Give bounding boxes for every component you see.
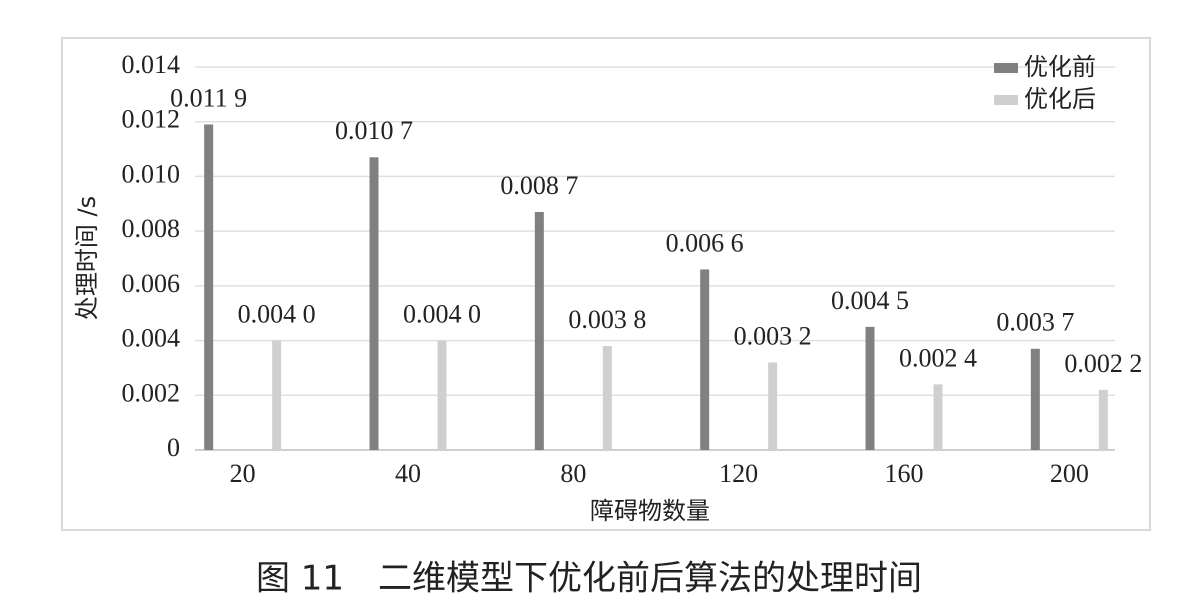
chart-title: 图 11 二维模型下优化前后算法的处理时间 [256, 559, 922, 599]
y-tick-label: 0.012 [122, 105, 181, 134]
x-axis-label: 障碍物数量 [590, 497, 710, 525]
data-label: 0.008 7 [500, 171, 578, 200]
bar [768, 362, 778, 450]
bar [369, 157, 379, 450]
bar [865, 326, 875, 450]
legend-swatch [994, 95, 1018, 105]
data-label: 0.004 0 [403, 300, 481, 329]
y-tick-label: 0.002 [122, 378, 181, 407]
bar [602, 346, 612, 450]
y-tick-label: 0.010 [122, 159, 181, 188]
x-tick-label: 120 [719, 459, 758, 488]
bar [272, 340, 282, 450]
y-tick-label: 0.004 [122, 324, 181, 353]
data-label: 0.006 6 [666, 228, 744, 257]
x-tick-label: 40 [395, 459, 421, 488]
data-label: 0.003 8 [568, 305, 646, 334]
data-label: 0.004 0 [238, 300, 316, 329]
data-label: 0.011 9 [170, 83, 247, 112]
x-tick-label: 20 [230, 459, 256, 488]
data-label: 0.010 7 [335, 116, 413, 145]
y-tick-label: 0.006 [122, 269, 181, 298]
legend-label: 优化前 [1024, 53, 1096, 81]
data-label: 0.002 4 [899, 343, 977, 372]
x-tick-label: 160 [885, 459, 924, 488]
bar [933, 384, 943, 450]
data-label: 0.003 7 [996, 308, 1074, 337]
bar [437, 340, 447, 450]
bar [204, 124, 214, 450]
x-tick-label: 80 [560, 459, 586, 488]
data-label: 0.004 5 [831, 286, 909, 315]
x-tick-label: 200 [1050, 459, 1089, 488]
y-axis-label: 处理时间 /s [73, 196, 101, 320]
data-label: 0.003 2 [734, 321, 812, 350]
y-tick-label: 0 [167, 433, 180, 462]
bar [1098, 389, 1108, 450]
y-tick-label: 0.008 [122, 214, 181, 243]
data-label: 0.002 2 [1064, 349, 1142, 378]
chart-frame [61, 37, 1151, 531]
bar [1030, 348, 1040, 450]
y-tick-label: 0.014 [122, 50, 181, 79]
bar [700, 269, 710, 450]
bar [534, 211, 544, 450]
legend-label: 优化后 [1024, 85, 1096, 113]
legend-swatch [994, 63, 1018, 73]
